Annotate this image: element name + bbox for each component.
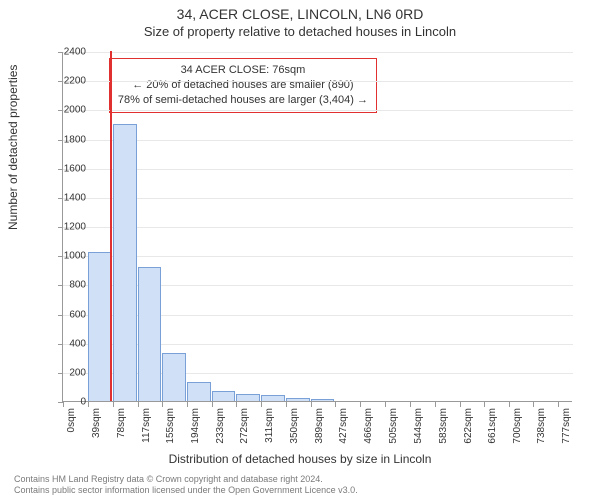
xtick-mark: [335, 402, 336, 407]
gridline: [63, 110, 573, 111]
xtick-label: 155sqm: [165, 408, 176, 444]
ytick-label: 1800: [46, 134, 86, 145]
histogram-bar: [187, 382, 211, 401]
xtick-mark: [261, 402, 262, 407]
xtick-label: 350sqm: [289, 408, 300, 444]
ytick-label: 1000: [46, 251, 86, 262]
xtick-mark: [509, 402, 510, 407]
xtick-label: 622sqm: [463, 408, 474, 444]
xtick-label: 583sqm: [438, 408, 449, 444]
annotation-line: 78% of semi-detached houses are larger (…: [118, 93, 368, 108]
xtick-label: 233sqm: [215, 408, 226, 444]
ytick-label: 1200: [46, 222, 86, 233]
credits-line-2: Contains public sector information licen…: [14, 485, 358, 496]
xtick-mark: [113, 402, 114, 407]
histogram-bar: [162, 353, 186, 401]
histogram-bar: [286, 398, 310, 401]
credits-line-1: Contains HM Land Registry data © Crown c…: [14, 474, 358, 485]
xtick-mark: [360, 402, 361, 407]
xtick-label: 0sqm: [66, 408, 77, 432]
ytick-label: 400: [46, 338, 86, 349]
ytick-label: 2000: [46, 105, 86, 116]
xtick-mark: [435, 402, 436, 407]
xtick-label: 272sqm: [239, 408, 250, 444]
gridline: [63, 227, 573, 228]
xtick-mark: [484, 402, 485, 407]
xtick-mark: [236, 402, 237, 407]
xtick-label: 777sqm: [561, 408, 572, 444]
xtick-label: 700sqm: [512, 408, 523, 444]
property-marker-line: [110, 51, 112, 401]
plot-area: 34 ACER CLOSE: 76sqm← 20% of detached ho…: [62, 52, 572, 402]
xtick-label: 661sqm: [487, 408, 498, 444]
gridline: [63, 169, 573, 170]
xtick-mark: [460, 402, 461, 407]
ytick-label: 0: [46, 397, 86, 408]
gridline: [63, 52, 573, 53]
xtick-label: 311sqm: [264, 408, 275, 443]
xtick-label: 427sqm: [338, 408, 349, 444]
histogram-bar: [261, 395, 285, 401]
ytick-label: 200: [46, 367, 86, 378]
xtick-mark: [286, 402, 287, 407]
ytick-label: 1600: [46, 163, 86, 174]
xtick-label: 389sqm: [314, 408, 325, 444]
xtick-label: 194sqm: [190, 408, 201, 444]
annotation-box: 34 ACER CLOSE: 76sqm← 20% of detached ho…: [109, 58, 377, 113]
xtick-label: 544sqm: [413, 408, 424, 444]
histogram-bar: [88, 252, 112, 401]
xtick-mark: [311, 402, 312, 407]
annotation-line: ← 20% of detached houses are smaller (89…: [118, 78, 368, 93]
gridline: [63, 198, 573, 199]
xtick-mark: [558, 402, 559, 407]
xtick-label: 505sqm: [388, 408, 399, 444]
xtick-label: 78sqm: [116, 408, 127, 438]
histogram-bar: [212, 391, 236, 401]
xtick-mark: [138, 402, 139, 407]
xtick-mark: [187, 402, 188, 407]
xtick-label: 466sqm: [363, 408, 374, 444]
xtick-mark: [162, 402, 163, 407]
histogram-bar: [236, 394, 260, 401]
xtick-mark: [533, 402, 534, 407]
xtick-label: 738sqm: [536, 408, 547, 444]
xtick-mark: [410, 402, 411, 407]
histogram-bar: [311, 399, 334, 401]
chart-title: 34, ACER CLOSE, LINCOLN, LN6 0RD: [0, 0, 600, 22]
histogram-bar: [138, 267, 161, 401]
gridline: [63, 256, 573, 257]
gridline: [63, 140, 573, 141]
xtick-mark: [88, 402, 89, 407]
ytick-label: 600: [46, 309, 86, 320]
xtick-label: 39sqm: [91, 408, 102, 438]
chart-subtitle: Size of property relative to detached ho…: [0, 22, 600, 39]
ytick-label: 2400: [46, 47, 86, 58]
xtick-mark: [385, 402, 386, 407]
ytick-label: 1400: [46, 192, 86, 203]
y-axis-label: Number of detached properties: [6, 65, 20, 230]
ytick-label: 2200: [46, 76, 86, 87]
xtick-mark: [212, 402, 213, 407]
ytick-label: 800: [46, 280, 86, 291]
chart-area: 34 ACER CLOSE: 76sqm← 20% of detached ho…: [62, 52, 572, 402]
x-axis-label: Distribution of detached houses by size …: [0, 452, 600, 466]
xtick-label: 117sqm: [141, 408, 152, 443]
credits: Contains HM Land Registry data © Crown c…: [14, 474, 358, 497]
annotation-line: 34 ACER CLOSE: 76sqm: [118, 63, 368, 78]
gridline: [63, 81, 573, 82]
histogram-bar: [113, 124, 137, 401]
